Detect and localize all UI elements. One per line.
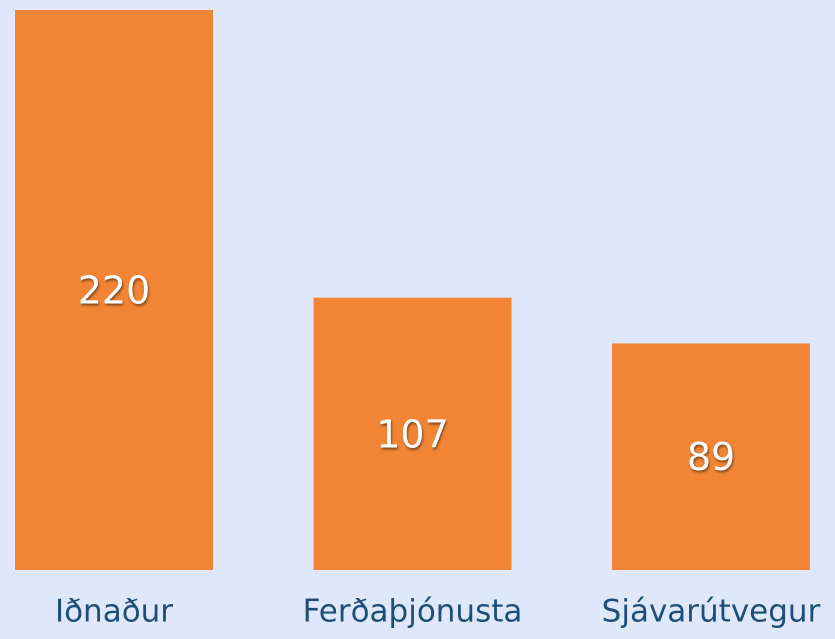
value-label: 107	[376, 412, 449, 456]
bar	[313, 297, 512, 570]
bar	[15, 10, 213, 570]
x-tick-label: Iðnaður	[55, 594, 173, 630]
x-tick-label: Sjávarútvegur	[602, 594, 821, 630]
value-label: 89	[687, 435, 735, 479]
bar	[612, 343, 810, 570]
x-tick-label: Ferðaþjónusta	[303, 594, 523, 630]
value-label: 220	[78, 269, 151, 313]
